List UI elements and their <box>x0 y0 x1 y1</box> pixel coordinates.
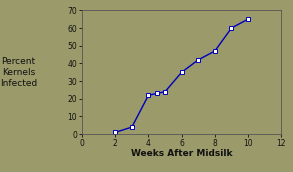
X-axis label: Weeks After Midsilk: Weeks After Midsilk <box>131 149 232 158</box>
Text: Percent
Kernels
Infected: Percent Kernels Infected <box>0 57 37 88</box>
